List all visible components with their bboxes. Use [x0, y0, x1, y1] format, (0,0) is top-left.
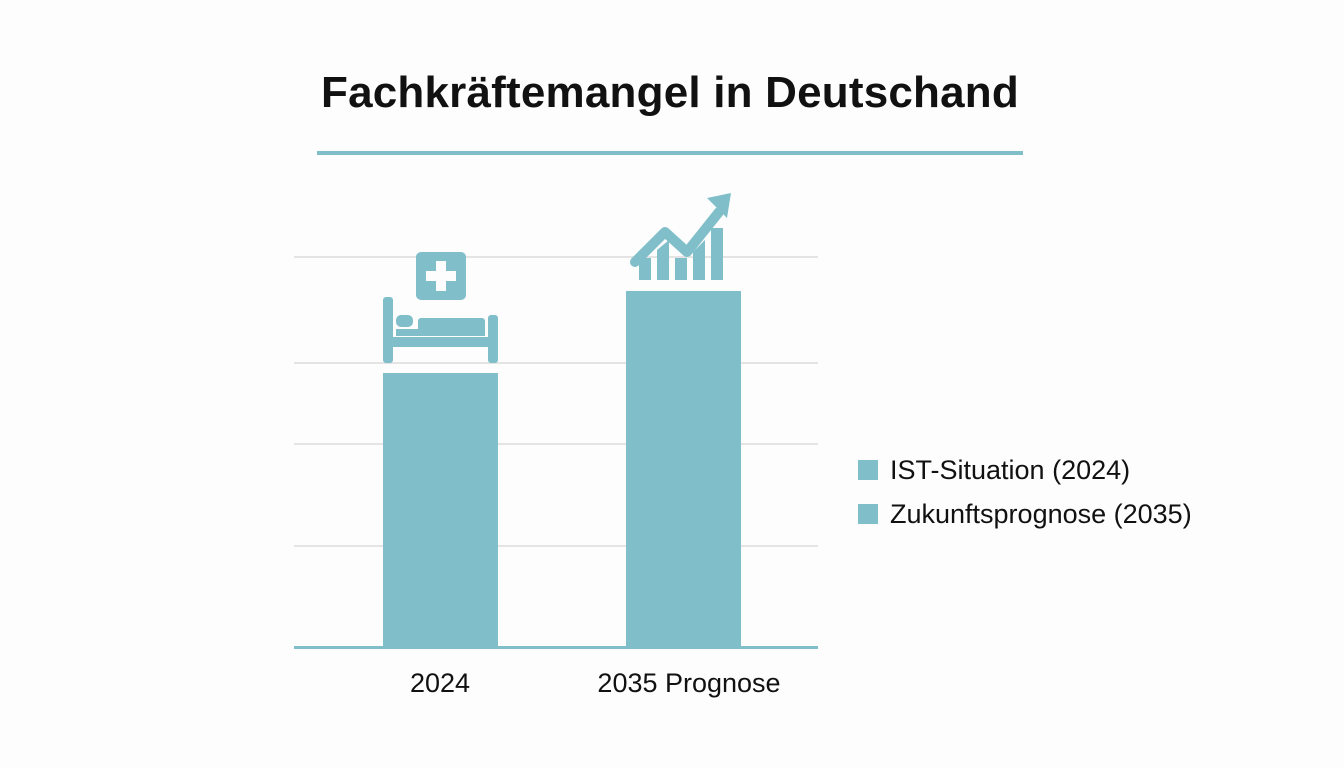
x-axis-label-2035-prognose: 2035 Prognose: [597, 668, 781, 698]
legend-label: IST-Situation (2024): [890, 454, 1131, 485]
bar-2024: [383, 373, 498, 646]
legend-swatch: [858, 504, 878, 524]
x-axis-label-2024: 2024: [409, 668, 471, 698]
bar-2035-prognose: [626, 291, 741, 646]
gridline: [294, 545, 818, 547]
x-axis-baseline: [294, 646, 818, 649]
legend-item-ist-situation: IST-Situation (2024): [858, 448, 1192, 492]
legend-swatch: [858, 460, 878, 480]
bar-chart-plot-area: [294, 200, 818, 649]
gridline: [294, 362, 818, 364]
chart-legend: IST-Situation (2024) Zukunftsprognose (2…: [858, 448, 1192, 536]
gridline: [294, 256, 818, 258]
chart-title: Fachkräftemangel in Deutschand: [321, 68, 1019, 117]
hospital-bed-icon: [383, 252, 498, 363]
title-underline-divider: [317, 151, 1023, 155]
rising-trend-chart-icon: [630, 193, 731, 280]
legend-item-zukunftsprognose: Zukunftsprognose (2035): [858, 492, 1192, 536]
legend-label: Zukunftsprognose (2035): [890, 498, 1192, 529]
gridline: [294, 443, 818, 445]
